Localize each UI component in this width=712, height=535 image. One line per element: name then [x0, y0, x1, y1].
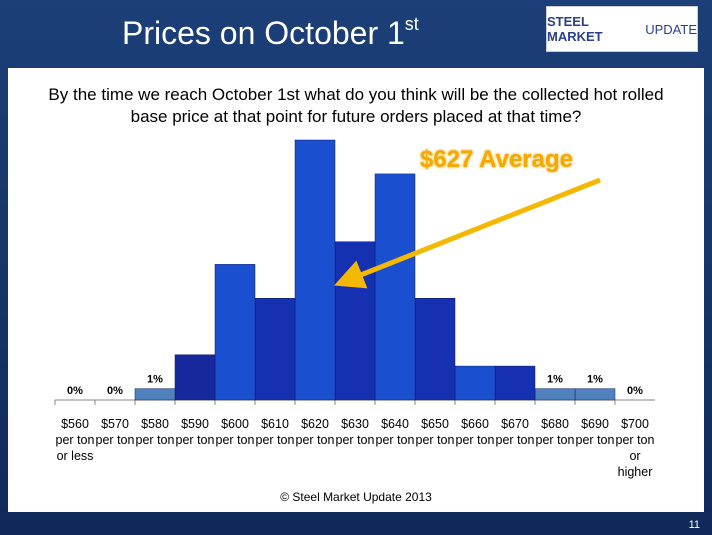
x-tick-label: $570 per ton	[95, 417, 135, 447]
value-label: 1%	[547, 374, 563, 386]
page-number: 11	[688, 519, 700, 531]
value-label: 1%	[147, 374, 163, 386]
x-tick-label: $620 per ton	[295, 417, 335, 447]
value-label: 0%	[107, 385, 123, 397]
x-tick-label: $560 per ton or less	[55, 417, 95, 463]
x-tick-label: $580 per ton	[135, 417, 175, 447]
x-tick-label: $590 per ton	[175, 417, 215, 447]
bar	[294, 139, 336, 401]
bar	[494, 365, 536, 401]
x-tick-label: $650 per ton	[415, 417, 455, 447]
logo-bold: STEEL MARKET	[547, 14, 603, 44]
value-label: 0%	[627, 385, 643, 397]
slide-title: Prices on October 1st	[122, 14, 419, 52]
x-tick-label: $660 per ton	[455, 417, 495, 447]
chart-title: By the time we reach October 1st what do…	[48, 85, 664, 126]
title-sup: st	[404, 14, 419, 34]
x-tick-label: $670 per ton	[495, 417, 535, 447]
copyright: © Steel Market Update 2013	[280, 490, 432, 504]
value-label: 0%	[67, 385, 83, 397]
logo-light: UPDATE	[645, 21, 697, 37]
x-tick-label: $600 per ton	[215, 417, 255, 447]
annotation: $627 Average	[420, 146, 573, 173]
bar	[334, 241, 376, 401]
bar	[414, 298, 456, 401]
bar	[534, 388, 576, 401]
x-tick-label: $680 per ton	[535, 417, 575, 447]
title-main: Prices on October 1	[122, 15, 405, 51]
x-tick-label: $700 per ton or higher	[615, 417, 655, 479]
bar	[574, 388, 616, 401]
bar	[374, 173, 416, 401]
x-tick-label: $640 per ton	[375, 417, 415, 447]
bar	[454, 365, 496, 401]
x-tick-label: $630 per ton	[335, 417, 375, 447]
annotation-arrow	[334, 177, 601, 289]
x-tick-label: $610 per ton	[255, 417, 295, 447]
logo: STEEL MARKET UPDATE	[546, 6, 698, 52]
x-tick-label: $690 per ton	[575, 417, 615, 447]
bar	[214, 264, 256, 401]
bar	[174, 354, 216, 401]
bar	[134, 388, 176, 401]
bar	[254, 298, 296, 401]
value-label: 1%	[587, 374, 603, 386]
